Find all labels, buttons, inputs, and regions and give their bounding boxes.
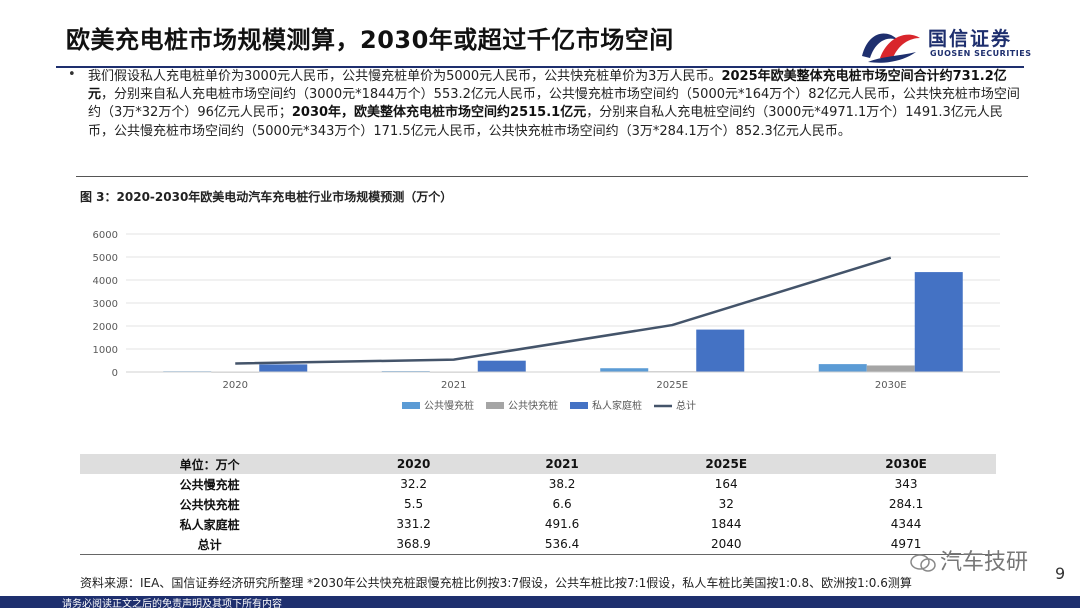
bullet-marker: •: [68, 67, 76, 82]
logo-name-en: GUOSEN SECURITIES: [930, 49, 1032, 58]
table-cell: 1844: [710, 517, 742, 531]
table-cell: 6.6: [552, 497, 572, 511]
legend-label: 公共慢充桩: [424, 399, 474, 412]
summary-paragraph: 我们假设私人充电桩单价为3000元人民币，公共慢充桩单价为5000元人民币，公共…: [88, 68, 1028, 141]
table-header-cell: 2021: [487, 454, 637, 474]
bar-公共慢充桩-2025E: [600, 368, 649, 372]
table-cell: 491.6: [544, 517, 580, 531]
market-size-table: 单位：万个 2020 2021 2025E 2030E 公共慢充桩 32.2 38.2 164 3…: [80, 454, 996, 555]
table-cell: 总计: [80, 534, 340, 555]
figure-divider: [76, 176, 1028, 177]
table-cell: 536.4: [487, 534, 637, 555]
x-tick-label: 2020: [223, 380, 248, 391]
x-tick-label: 2021: [441, 380, 466, 391]
market-size-chart: 0 1000 2000 3000 4000 5000 6000 2020 2021 2025E 20…: [93, 230, 1000, 412]
bar-私人家庭桩-2021: [477, 360, 526, 372]
y-tick-label: 5000: [93, 253, 118, 264]
bar-私人家庭桩-2025E: [696, 329, 745, 372]
summary-highlight-2030: 2030年，欧美整体充电桩市场空间约2515.1亿元: [291, 105, 587, 121]
table-header-row: 单位：万个 2020 2021 2025E 2030E: [80, 454, 996, 474]
watermark: 汽车技研: [910, 544, 1028, 576]
table-row: 私人家庭桩 331.2 491.6 1844 4344: [80, 514, 996, 534]
table-cell: 38.2: [548, 477, 576, 491]
legend-swatch: [402, 402, 420, 409]
figure-title: 图 3：2020-2030年欧美电动汽车充电桩行业市场规模预测（万个）: [80, 190, 453, 204]
table-header-cell: 2020: [339, 454, 488, 474]
table-cell: 331.2: [396, 517, 431, 531]
table-row: 公共快充桩 5.5 6.6 32 284.1: [80, 494, 996, 514]
watermark-text: 汽车技研: [940, 550, 1029, 575]
table-cell: 4971: [816, 534, 996, 555]
y-tick-label: 0: [112, 368, 118, 379]
line-总计: [235, 256, 892, 365]
table-cell: 公共慢充桩: [179, 477, 240, 492]
legend-swatch: [486, 402, 504, 409]
table-cell: 5.5: [404, 497, 424, 511]
footer-bar: [0, 596, 1080, 608]
legend-label: 公共快充桩: [508, 399, 558, 412]
bar-私人家庭桩-2030E: [914, 272, 963, 372]
legend-label: 私人家庭桩: [592, 399, 642, 412]
company-logo: 国信证券 GUOSEN SECURITIES: [858, 22, 1068, 66]
table-cell: 公共快充桩: [179, 497, 240, 512]
table-header-cell: 2025E: [636, 454, 817, 474]
chat-bubble-icon: [910, 554, 936, 572]
guosen-logo-icon: [862, 33, 920, 63]
y-tick-label: 2000: [93, 322, 118, 333]
table-cell: 284.1: [888, 497, 924, 511]
y-tick-label: 6000: [93, 230, 118, 241]
summary-text-2: ，分别来自私人充电桩市场空间约（3000元*1844万个）553.2亿元人民币，…: [88, 87, 1020, 121]
logo-name-cn: 国信证券: [928, 28, 1013, 50]
y-tick-label: 4000: [93, 276, 118, 287]
legend-swatch: [570, 402, 588, 409]
legend-label: 总计: [676, 399, 696, 412]
table-cell: 32.2: [400, 477, 427, 491]
summary-highlight-2025: 2025年欧美整体充电桩市场空间合计约731.2亿元: [88, 69, 1007, 103]
table-cell: 私人家庭桩: [179, 517, 240, 532]
table-cell: 368.9: [339, 534, 488, 555]
x-tick-label: 2025E: [656, 380, 688, 391]
table-row: 总计 368.9 536.4 2040 4971: [80, 534, 996, 555]
y-tick-label: 3000: [93, 299, 118, 310]
summary-text-1: 我们假设私人充电桩单价为3000元人民币，公共慢充桩单价为5000元人民币，公共…: [88, 69, 722, 84]
header-divider: [56, 66, 1024, 68]
table-row: 公共慢充桩 32.2 38.2 164 343: [80, 474, 996, 494]
page-title: 欧美充电桩市场规模测算，2030年或超过千亿市场空间: [66, 26, 674, 54]
bar-私人家庭桩-2020: [259, 364, 308, 372]
bar-公共慢充桩-2030E: [818, 364, 867, 372]
x-tick-label: 2030E: [875, 380, 907, 391]
y-tick-label: 1000: [93, 345, 118, 356]
table-cell: 2040: [636, 534, 817, 555]
table-cell: 32: [718, 497, 734, 511]
summary-text-3: ，分别来自私人充电桩空间约（3000元*4971.1万个）1491.3亿元人民币…: [88, 105, 1003, 139]
source-note: 资料来源：IEA、国信证券经济研究所整理 *2030年公共快充桩跟慢充桩比例按3…: [80, 576, 912, 590]
table-header-cell: 单位：万个: [80, 454, 340, 474]
bar-公共快充桩-2030E: [866, 365, 915, 372]
table-header-cell: 2030E: [816, 454, 996, 474]
page-number: 9: [1055, 564, 1066, 583]
disclaimer-footer: 请务必阅读正文之后的免责声明及其项下所有内容: [62, 599, 282, 610]
table-cell: 4344: [890, 517, 922, 531]
table-cell: 343: [894, 477, 918, 491]
table-cell: 164: [714, 477, 738, 491]
